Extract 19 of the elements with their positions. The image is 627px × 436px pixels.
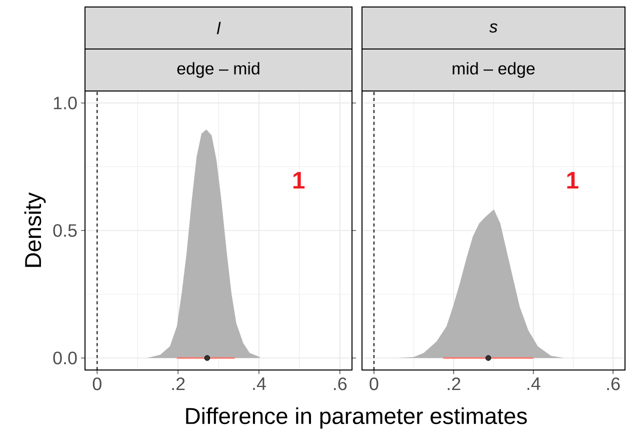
annotation: 1 xyxy=(567,172,578,189)
x-tick-label: .4 xyxy=(253,378,266,390)
chart-subtitle: mid – edge xyxy=(452,62,535,78)
chart-title: s xyxy=(489,23,498,33)
annotation: 1 xyxy=(293,172,305,189)
x-tick-label: 0 xyxy=(92,378,102,390)
x-tick-label: .6 xyxy=(334,378,347,390)
x-axis-title: Difference in parameter estimates xyxy=(186,407,527,429)
x-tick-label: .2 xyxy=(172,378,185,390)
chart-title: l xyxy=(216,22,221,34)
y-tick-label: 1.0 xyxy=(54,96,77,110)
y-tick-label: 0.5 xyxy=(53,224,77,237)
x-tick-label: .6 xyxy=(607,378,620,390)
y-axis-title: Density xyxy=(24,192,46,267)
y-tick-label: 0.0 xyxy=(53,352,77,364)
chart-subtitle: edge – mid xyxy=(177,62,260,78)
x-tick-label: .2 xyxy=(448,378,460,390)
x-tick-label: 0 xyxy=(370,378,378,390)
x-tick-label: .4 xyxy=(528,378,540,390)
